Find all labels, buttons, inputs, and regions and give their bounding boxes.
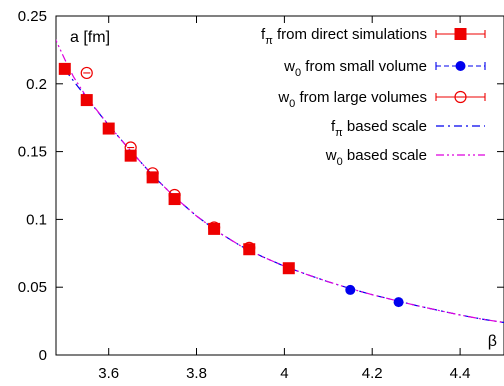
data-point-square (454, 28, 467, 40)
data-point-square (282, 262, 295, 275)
x-tick-label: 3.6 (98, 365, 119, 382)
legend: fπ from direct simulations w0 from small … (261, 26, 486, 168)
curve-f-based-scale (64, 69, 504, 324)
x-tick-label: 4 (280, 365, 288, 382)
data-point-square (168, 193, 181, 206)
data-point-square (80, 94, 93, 107)
data-point-ring (208, 221, 221, 234)
data-point-square (124, 149, 137, 162)
legend-label: fπ from direct simulations (261, 26, 427, 47)
data-point-ring (124, 141, 137, 154)
x-axis-label: β (488, 333, 497, 350)
legend-label: fπ based scale (331, 118, 427, 139)
y-tick-label: 0.05 (18, 279, 47, 296)
y-tick-label: 0.2 (26, 76, 47, 93)
data-point-ring (243, 241, 256, 254)
y-tick-label: 0.1 (26, 211, 47, 228)
curve-w-based-scale (56, 38, 504, 324)
data-point-square (58, 62, 71, 75)
y-tick-label: 0 (39, 347, 47, 364)
legend-label: w0 from large volumes (277, 89, 427, 110)
x-tick-label: 4.4 (450, 365, 471, 382)
x-tick-label: 3.8 (186, 365, 207, 382)
y-tick-label: 0.25 (18, 8, 47, 25)
legend-label: w0 based scale (325, 147, 427, 168)
data-point-ring (168, 188, 181, 202)
x-tick-label: 4.2 (362, 365, 383, 382)
data-point-ring (146, 167, 159, 180)
data-point-ring (80, 66, 93, 80)
y-tick-label: 0.15 (18, 144, 47, 161)
plot-frame (55, 15, 504, 356)
data-point-dot (345, 284, 356, 295)
data-point-dot (455, 61, 466, 71)
legend-label: w0 from small volume (283, 58, 427, 79)
data-point-ring (454, 90, 467, 104)
data-point-dot (393, 297, 404, 308)
y-axis-label: a [fm] (70, 29, 110, 46)
data-point-square (102, 122, 115, 135)
data-point-square (146, 171, 159, 184)
